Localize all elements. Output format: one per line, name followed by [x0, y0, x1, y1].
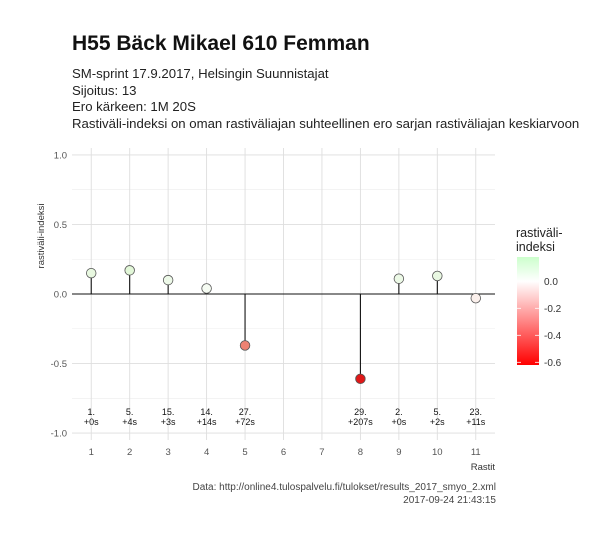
time-diff-label: +0s	[84, 417, 99, 427]
subtitle-line: Ero kärkeen: 1M 20S	[72, 99, 196, 114]
rank-label: 1.	[87, 407, 95, 417]
time-diff-label: +14s	[197, 417, 217, 427]
legend-label: -0.2	[544, 304, 562, 315]
x-tick-label: 5	[242, 447, 247, 458]
rank-label: 5.	[126, 407, 134, 417]
x-axis-title: Rastit	[471, 462, 496, 473]
y-axis-ticks: 1.0 0.5 0.0 -0.5 -1.0	[51, 150, 67, 439]
subtitle-line: Sijoitus: 13	[72, 82, 137, 98]
chart-caption: Data: http://online4.tulospalvelu.fi/tul…	[192, 481, 496, 507]
time-diff-label: +207s	[348, 417, 373, 427]
x-tick-label: 6	[281, 447, 286, 458]
x-tick-label: 3	[165, 447, 170, 458]
chart-title: H55 Bäck Mikael 610 Femman	[72, 32, 370, 55]
time-diff-label: +72s	[235, 417, 255, 427]
caption-source: Data: http://online4.tulospalvelu.fi/tul…	[192, 482, 496, 493]
legend-label: -0.4	[544, 331, 562, 342]
y-tick-label: 1.0	[54, 150, 67, 161]
lollipop-point	[239, 340, 251, 351]
lollipop-point	[162, 274, 174, 286]
lollipop-point	[124, 265, 135, 276]
y-tick-label: 0.5	[54, 220, 67, 231]
y-tick-label: -0.5	[51, 359, 67, 370]
legend-colorbar	[517, 257, 539, 365]
x-tick-label: 8	[358, 447, 363, 458]
rank-label: 23.	[470, 407, 483, 417]
lollipop-point	[201, 283, 212, 294]
lollipop-point	[393, 273, 405, 284]
rank-label: 2.	[395, 407, 403, 417]
data-marks	[72, 265, 495, 385]
rank-label: 14.	[200, 407, 213, 417]
x-tick-label: 1	[89, 447, 94, 458]
x-axis-ticks: 1 2 3 4 5 6 7 8 9 10 11	[89, 447, 481, 458]
time-diff-label: +4s	[122, 417, 137, 427]
rank-label: 29.	[354, 407, 367, 417]
x-tick-label: 11	[471, 447, 481, 458]
time-diff-label: +11s	[466, 417, 486, 427]
y-tick-label: -1.0	[51, 429, 67, 440]
x-tick-label: 2	[127, 447, 132, 458]
rank-label: 15.	[162, 407, 175, 417]
legend-title-line: indeksi	[516, 240, 555, 254]
time-diff-label: +2s	[430, 417, 445, 427]
legend-label: 0.0	[544, 277, 558, 288]
time-diff-label: +0s	[391, 417, 406, 427]
subtitle-line: Rastiväli-indeksi on oman rastiväliajan …	[72, 115, 580, 131]
x-tick-label: 9	[396, 447, 401, 458]
annotations: 1.+0s5.+4s15.+3s14.+14s27.+72s29.+207s2.…	[84, 407, 486, 427]
y-axis-title: rastiväli-indeksi	[36, 204, 47, 269]
x-tick-label: 4	[204, 447, 209, 458]
rank-label: 5.	[434, 407, 442, 417]
rank-label: 27.	[239, 407, 252, 417]
legend-label: -0.6	[544, 358, 562, 369]
lollipop-point	[355, 373, 366, 385]
time-diff-label: +3s	[161, 417, 176, 427]
x-tick-label: 7	[319, 447, 324, 458]
color-legend: rastiväli-indeksi 0.0 -0.2 -0.4 -0.6	[516, 226, 563, 369]
lollipop-point	[470, 292, 481, 304]
y-tick-label: 0.0	[54, 290, 67, 301]
lollipop-point	[432, 270, 443, 282]
legend-title-line: rastiväli-	[516, 226, 563, 240]
x-tick-label: 10	[432, 447, 443, 458]
subtitle-line: SM-sprint 17.9.2017, Helsingin Suunnista…	[72, 66, 329, 81]
caption-timestamp: 2017-09-24 21:43:15	[403, 495, 496, 506]
chart-subtitle: SM-sprint 17.9.2017, Helsingin Suunnista…	[72, 66, 579, 132]
lollipop-point	[86, 267, 97, 279]
